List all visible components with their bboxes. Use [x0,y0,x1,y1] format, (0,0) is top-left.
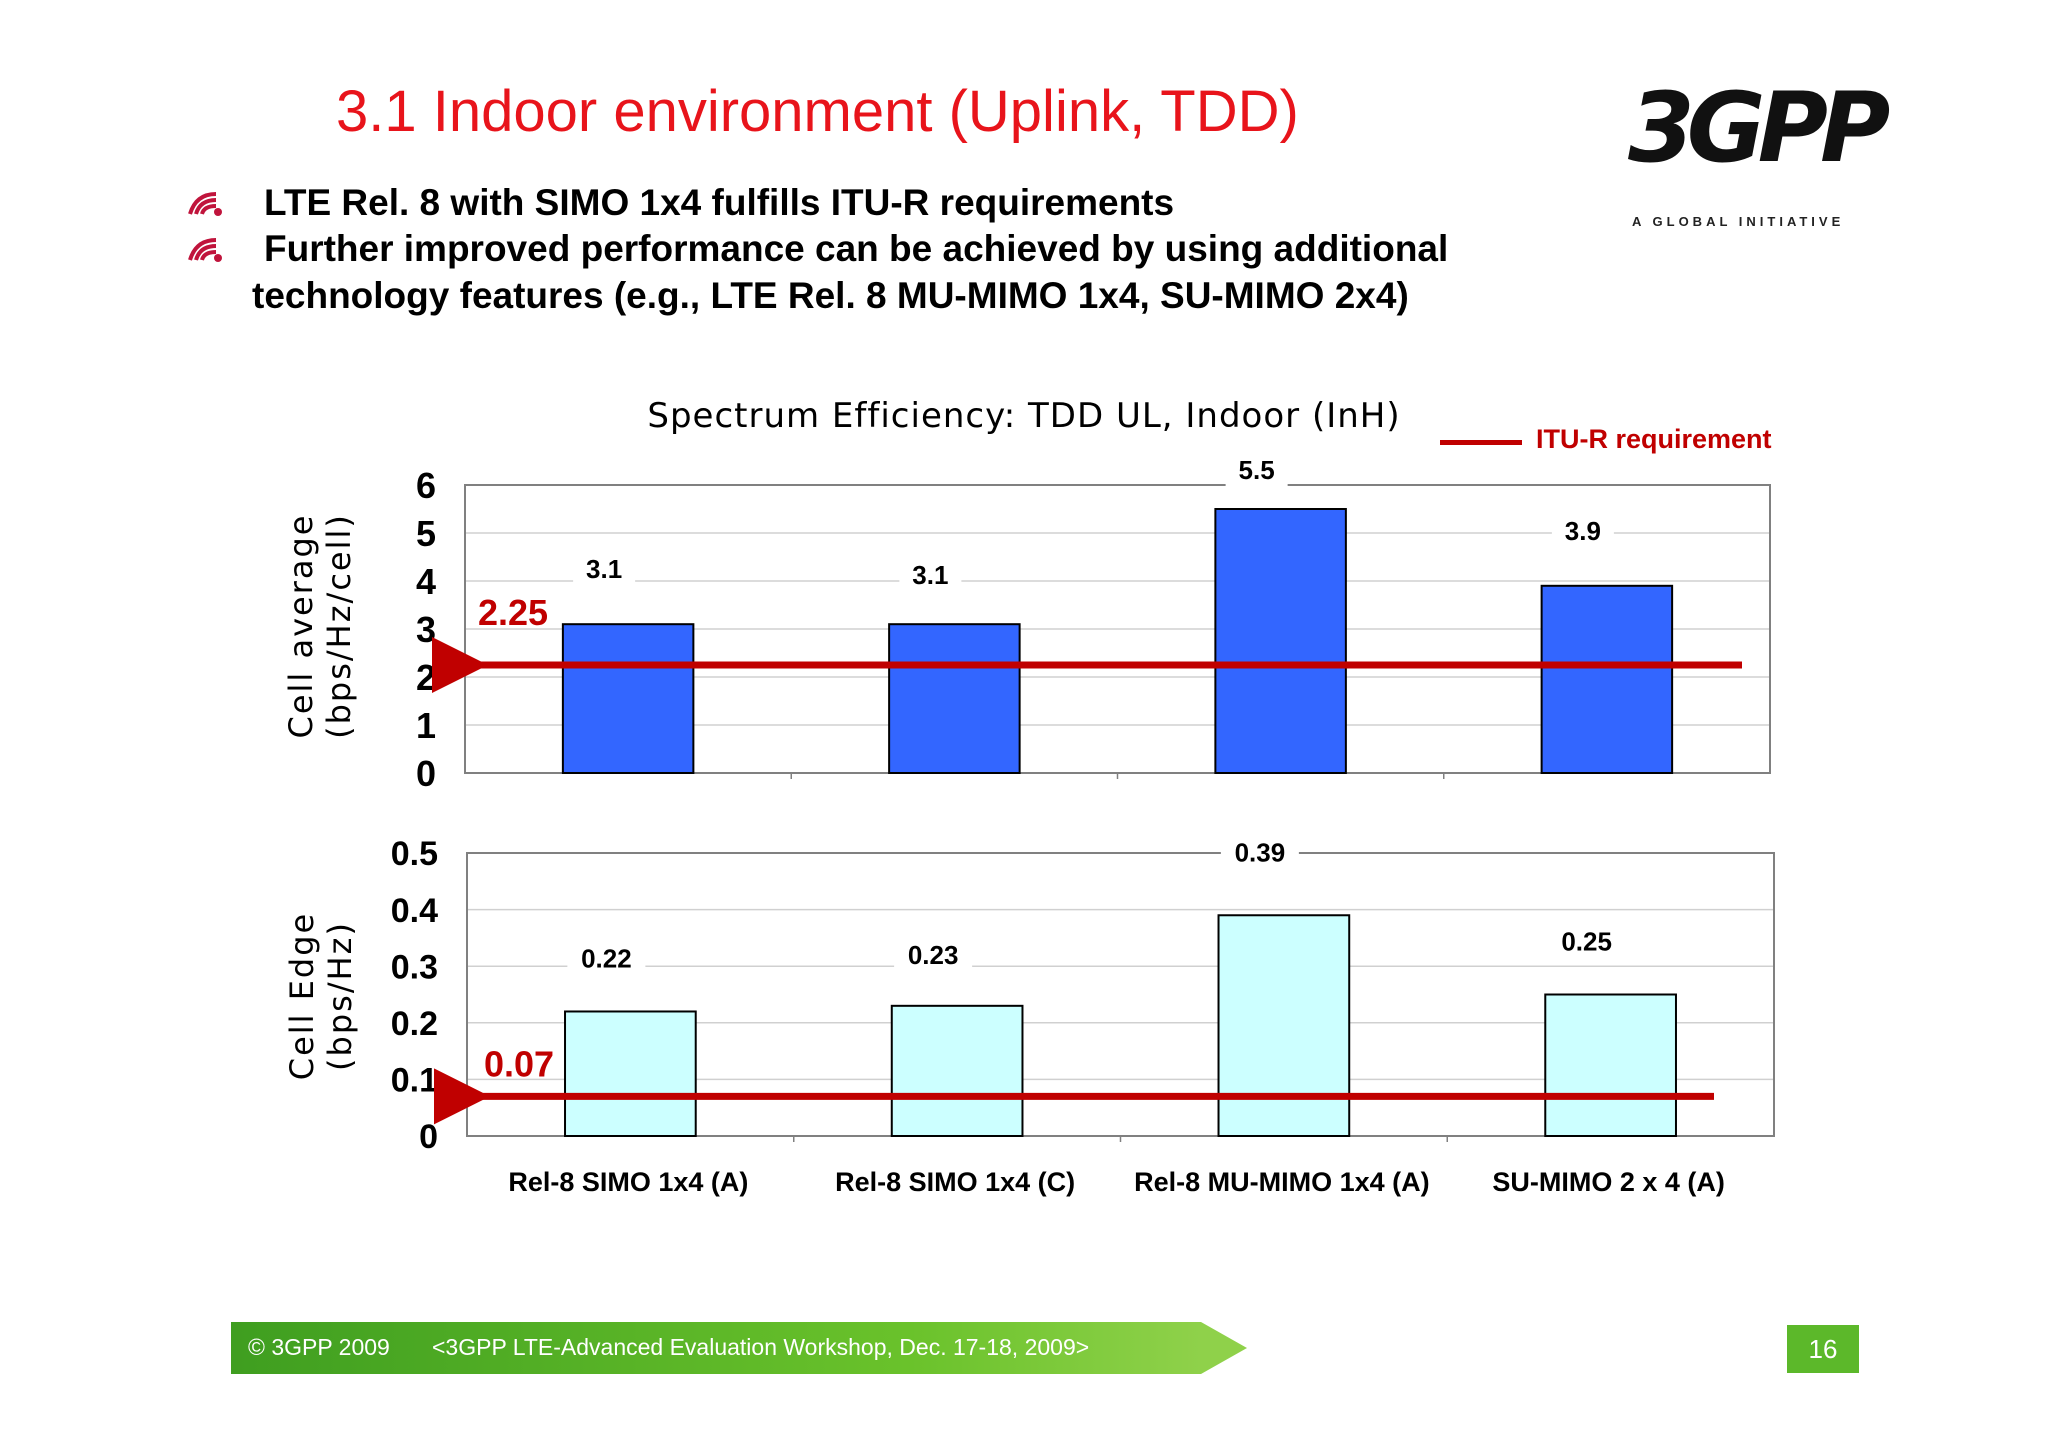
legend-swatch [1440,440,1522,445]
bar-value-label-bg [894,939,973,972]
bar-value-label-bg [1551,515,1614,548]
x-category-label: Rel-8 SIMO 1x4 (A) [508,1167,748,1197]
bar-value-label: 0.25 [1561,927,1612,957]
y-tick-label: 0 [416,753,436,794]
bar-value-label-bg [573,554,636,587]
bar [1214,508,1347,774]
bar-value-label-bg [567,943,646,976]
footer-copyright: © 3GPP 2009 [248,1334,390,1360]
3gpp-logo: 3GPP A GLOBAL INITIATIVE [1620,80,1890,240]
bar-value-label-bg [1547,926,1626,959]
bar [561,623,695,775]
x-category-label: Rel-8 SIMO 1x4 (C) [835,1167,1075,1197]
bullet-list: LTE Rel. 8 with SIMO 1x4 fulfills ITU-R … [186,184,1586,316]
footer-bar [231,1322,1201,1374]
bullet-icon [188,238,222,262]
bar-value-label: 5.5 [1239,455,1275,485]
y-tick-label: 5 [416,513,436,554]
bullet-text: LTE Rel. 8 with SIMO 1x4 fulfills ITU-R … [264,182,1175,223]
requirement-label: 2.25 [478,592,548,633]
bar [890,1004,1024,1137]
bar [1544,993,1677,1137]
footer-arrow [1201,1322,1247,1374]
y-tick-label: 0.2 [391,1005,438,1043]
bar-value-label-bg [899,560,962,593]
bullet-icon [188,192,222,216]
bar-value-label: 3.1 [912,560,948,590]
bar-value-label-bg [1220,837,1299,870]
chart-title: Spectrum Efficiency: TDD UL, Indoor (InH… [647,396,1401,436]
bullet-item: Further improved performance can be achi… [186,230,1586,268]
bar [888,623,1021,775]
y-tick-label: 4 [416,561,436,602]
y-tick-label: 2 [416,657,436,698]
slide-title: 3.1 Indoor environment (Uplink, TDD) [336,79,1299,144]
y-tick-label: 0.1 [391,1062,438,1100]
footer-event: <3GPP LTE-Advanced Evaluation Workshop, … [432,1334,1090,1360]
y-tick-label: 3 [416,609,436,650]
y-tick-label: 0 [419,1118,438,1156]
bar-value-label-bg [1225,455,1288,487]
y-tick-label: 1 [416,705,436,746]
y-tick-label: 0.5 [391,835,438,873]
bar-value-label: 3.1 [586,554,622,584]
bullet-item: LTE Rel. 8 with SIMO 1x4 fulfills ITU-R … [186,184,1586,222]
bar-value-label: 0.23 [908,940,959,970]
x-category-label: SU-MIMO 2 x 4 (A) [1492,1167,1725,1197]
bullet-text: Further improved performance can be achi… [264,228,1449,269]
bullet-continuation: technology features (e.g., LTE Rel. 8 MU… [252,275,1409,316]
y-tick-label: 6 [416,465,436,506]
bar-value-label: 3.9 [1565,516,1601,546]
logo-mark: 3GPP [1628,72,1890,184]
bar [1217,914,1351,1138]
bar-value-label: 0.22 [581,943,632,973]
legend-label: ITU-R requirement [1536,424,1772,454]
bar-value-label: 0.39 [1235,837,1286,867]
bar [564,1010,697,1137]
x-category-label: Rel-8 MU-MIMO 1x4 (A) [1134,1167,1430,1197]
requirement-label: 0.07 [484,1043,554,1084]
logo-tagline: A GLOBAL INITIATIVE [1632,214,1845,229]
y-tick-label: 0.4 [391,892,438,930]
bar [1540,584,1674,774]
page-number: 16 [1787,1325,1859,1373]
y-tick-label: 0.3 [391,948,438,986]
